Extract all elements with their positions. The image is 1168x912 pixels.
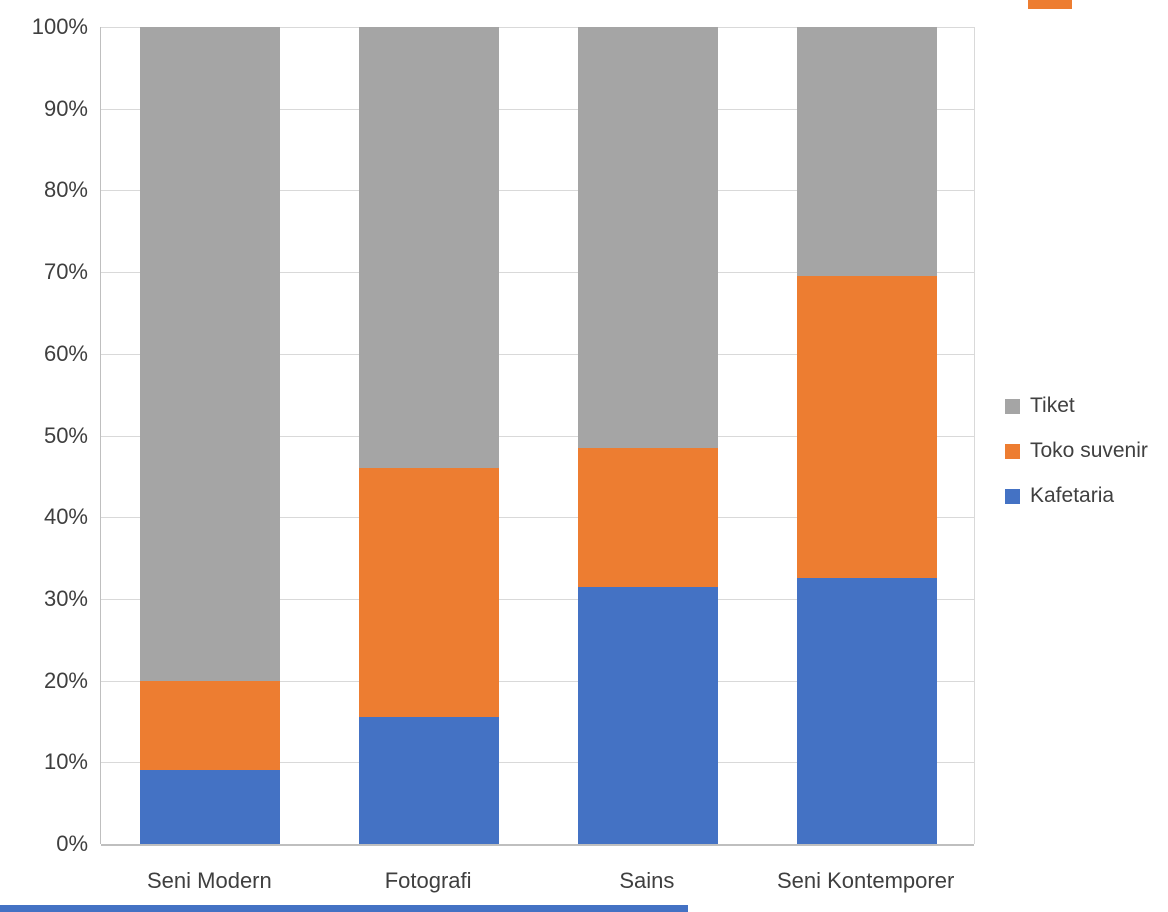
bar-seni-kontemporer xyxy=(797,27,937,844)
legend-swatch-icon xyxy=(1005,443,1020,459)
gridline xyxy=(101,436,974,437)
legend-label: Toko suvenir xyxy=(1030,439,1148,462)
gridline xyxy=(101,190,974,191)
legend-label: Tiket xyxy=(1030,394,1075,417)
x-axis-category-label: Seni Kontemporer xyxy=(776,868,955,893)
y-axis-tick-label: 0% xyxy=(56,831,88,856)
bar-segment-toko-suvenir xyxy=(797,276,937,579)
y-axis-tick-label: 20% xyxy=(43,667,88,693)
bar-segment-kafetaria xyxy=(578,586,718,844)
gridline xyxy=(101,681,974,682)
y-axis-tick-label: 70% xyxy=(43,259,88,285)
bar-segment-tiket xyxy=(797,27,937,277)
bar-segment-tiket xyxy=(140,27,280,681)
gridline xyxy=(101,27,974,28)
gridline xyxy=(101,517,974,518)
bottom-edge-blue-fragment xyxy=(0,905,688,912)
bar-segment-toko-suvenir xyxy=(359,468,499,718)
y-axis-tick-label: 80% xyxy=(43,177,88,203)
top-edge-orange-fragment xyxy=(1028,0,1072,9)
y-axis-tick-label: 60% xyxy=(43,340,88,366)
gridline xyxy=(101,599,974,600)
legend-label: Kafetaria xyxy=(1030,484,1115,507)
x-axis-category-labels: Seni Modern Fotografi Sains Seni Kontempore… xyxy=(100,868,975,894)
y-axis-tick-label: 90% xyxy=(43,95,88,121)
bar-segment-kafetaria xyxy=(797,578,937,844)
bar-segment-toko-suvenir xyxy=(578,447,718,587)
y-axis-tick-label: 10% xyxy=(43,749,88,775)
legend-swatch-icon xyxy=(1005,488,1020,504)
gridline xyxy=(101,762,974,763)
bar-segment-kafetaria xyxy=(140,770,280,844)
legend-item-tiket: Tiket xyxy=(1005,394,1148,418)
y-axis-tick-label: 100% xyxy=(31,14,88,39)
gridline xyxy=(101,272,974,273)
bar-seni-modern xyxy=(140,27,280,844)
gridline xyxy=(101,109,974,110)
legend-item-toko-suvenir: Toko suvenir xyxy=(1005,439,1148,463)
x-axis-line xyxy=(101,844,974,846)
x-axis-category-label: Fotografi xyxy=(384,868,472,893)
legend-swatch-icon xyxy=(1005,398,1020,414)
y-axis-tick-label: 50% xyxy=(43,422,88,448)
bar-segment-kafetaria xyxy=(359,717,499,844)
legend: Tiket Toko suvenir Kafetaria xyxy=(1005,394,1148,508)
y-axis-tick-label: 40% xyxy=(43,504,88,530)
bar-segment-toko-suvenir xyxy=(140,680,280,771)
gridline xyxy=(101,354,974,355)
x-axis-category-label: Seni Modern xyxy=(147,868,272,893)
legend-item-kafetaria: Kafetaria xyxy=(1005,484,1148,508)
x-axis-category-label: Sains xyxy=(619,868,675,893)
bar-fotografi xyxy=(359,27,499,844)
y-axis-tick-label: 30% xyxy=(43,585,88,611)
bar-segment-tiket xyxy=(359,27,499,469)
bar-sains xyxy=(578,27,718,844)
bar-segment-tiket xyxy=(578,27,718,448)
plot-area xyxy=(100,27,975,846)
